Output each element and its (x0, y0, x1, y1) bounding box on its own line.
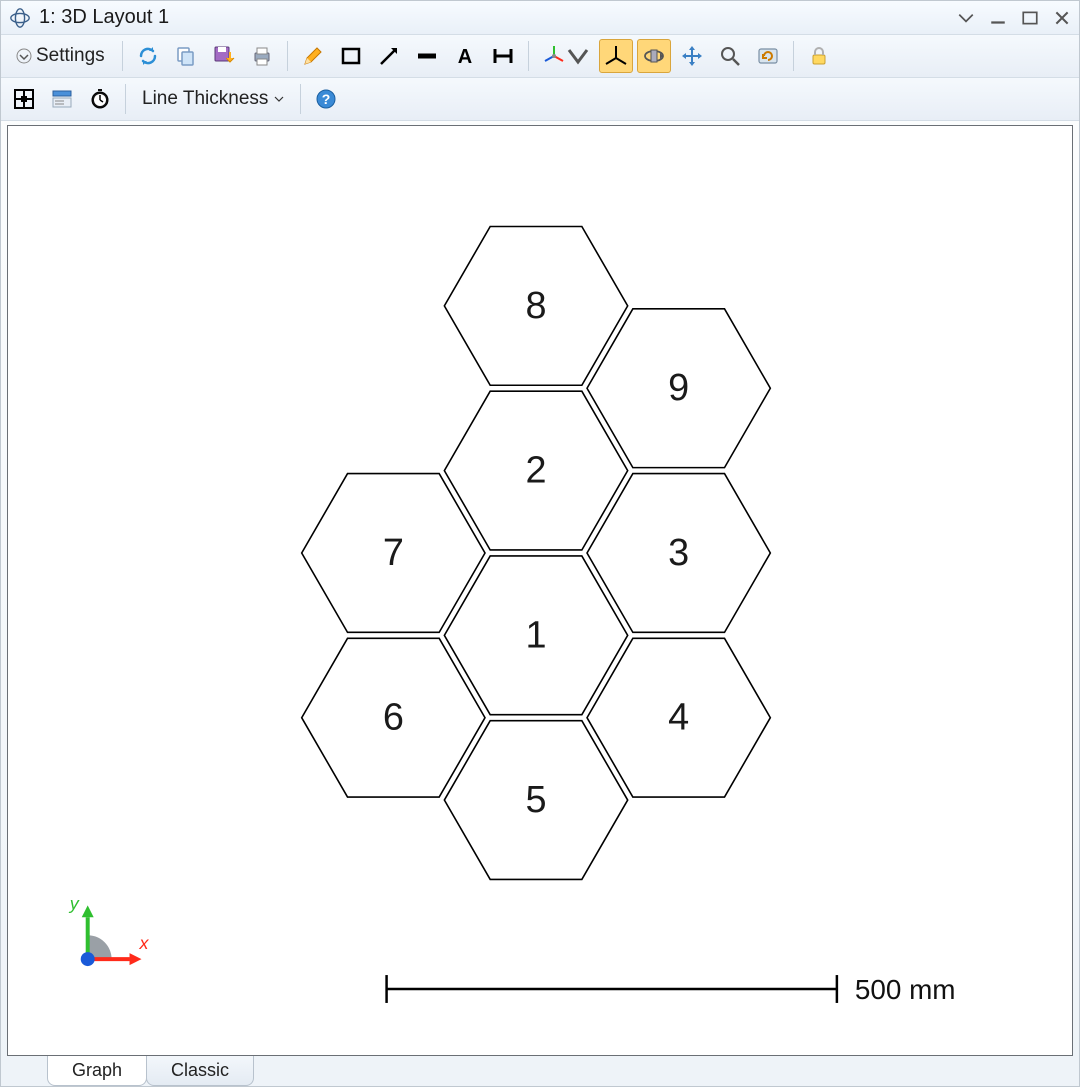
hexagon-label-7: 7 (383, 532, 404, 574)
properties-panel-button[interactable] (45, 82, 79, 116)
line-thickness-dropdown[interactable]: Line Thickness (134, 82, 292, 116)
bottom-tabs: GraphClassic (7, 1056, 1073, 1086)
dimension-button[interactable] (486, 39, 520, 73)
maximize-button[interactable] (1021, 9, 1039, 27)
scale-bar: 500 mm (387, 974, 956, 1005)
pan-move-icon (680, 44, 704, 68)
grid-toggle-button[interactable] (7, 82, 41, 116)
graph-canvas[interactable]: 123456789500 mmxy (7, 125, 1073, 1056)
axes-3d-icon (542, 44, 566, 68)
timer-button[interactable] (83, 82, 117, 116)
settings-button[interactable]: Settings (7, 39, 114, 73)
svg-text:y: y (68, 893, 80, 913)
print-icon (250, 44, 274, 68)
svg-text:x: x (139, 933, 150, 953)
hexagon-label-4: 4 (668, 697, 689, 739)
hexagon-label-8: 8 (525, 285, 546, 327)
scale-bar-label: 500 mm (855, 974, 956, 1005)
window-title: 1: 3D Layout 1 (39, 6, 957, 29)
timer-icon (88, 87, 112, 111)
hexagon-label-3: 3 (668, 532, 689, 574)
chevron-down-icon (16, 48, 32, 64)
save-chart-icon (212, 44, 236, 68)
reset-view-button[interactable] (751, 39, 785, 73)
copy-icon (174, 44, 198, 68)
lock-icon (807, 44, 831, 68)
hexagon-label-9: 9 (668, 367, 689, 409)
chevron-down-icon (274, 94, 284, 104)
separator (122, 41, 123, 71)
axis-gizmo: xy (68, 893, 150, 966)
refresh-button[interactable] (131, 39, 165, 73)
axes-origin-button[interactable] (599, 39, 633, 73)
hexagon-label-6: 6 (383, 697, 404, 739)
settings-label: Settings (36, 45, 105, 67)
canvas-area: 123456789500 mmxy GraphClassic (1, 121, 1079, 1086)
pan-button[interactable] (675, 39, 709, 73)
hexagon-label-2: 2 (525, 450, 546, 492)
copy-button[interactable] (169, 39, 203, 73)
close-button[interactable] (1053, 9, 1071, 27)
arrow-icon (377, 44, 401, 68)
text-a-icon: A (453, 44, 477, 68)
rectangle-icon (339, 44, 363, 68)
toolbar-row-2: Line Thickness ? (1, 78, 1079, 121)
rotate-view-button[interactable] (637, 39, 671, 73)
pencil-button[interactable] (296, 39, 330, 73)
toolbar-row-1: Settings A (1, 35, 1079, 78)
rectangle-button[interactable] (334, 39, 368, 73)
app-icon (9, 7, 31, 29)
separator (793, 41, 794, 71)
text-button[interactable]: A (448, 39, 482, 73)
svg-text:A: A (457, 46, 471, 68)
help-button[interactable]: ? (309, 82, 343, 116)
dropdown-icon[interactable] (957, 9, 975, 27)
hexagon-label-5: 5 (525, 779, 546, 821)
grid-icon (12, 87, 36, 111)
app-window: 1: 3D Layout 1 Settings A (0, 0, 1080, 1087)
save-chart-button[interactable] (207, 39, 241, 73)
zoom-button[interactable] (713, 39, 747, 73)
dimension-h-icon (491, 44, 515, 68)
minimize-button[interactable] (989, 9, 1007, 27)
rotate-view-icon (642, 44, 666, 68)
refresh-icon (136, 44, 160, 68)
hexagon-label-1: 1 (525, 614, 546, 656)
properties-icon (50, 87, 74, 111)
svg-text:?: ? (322, 91, 331, 107)
separator (528, 41, 529, 71)
help-icon: ? (314, 87, 338, 111)
axes-3d-button[interactable] (537, 39, 595, 73)
print-button[interactable] (245, 39, 279, 73)
reset-view-icon (756, 44, 780, 68)
axes-origin-icon (604, 44, 628, 68)
zoom-icon (718, 44, 742, 68)
arrow-button[interactable] (372, 39, 406, 73)
pencil-icon (301, 44, 325, 68)
tab-graph[interactable]: Graph (47, 1056, 147, 1086)
line-weight-button[interactable] (410, 39, 444, 73)
diagram-svg: 123456789500 mmxy (8, 126, 1072, 1055)
lock-button[interactable] (802, 39, 836, 73)
separator (287, 41, 288, 71)
separator (300, 84, 301, 114)
line-weight-icon (415, 44, 439, 68)
window-controls (957, 9, 1071, 27)
line-thickness-label: Line Thickness (142, 88, 268, 110)
tab-classic[interactable]: Classic (146, 1056, 254, 1086)
separator (125, 84, 126, 114)
titlebar: 1: 3D Layout 1 (1, 1, 1079, 35)
